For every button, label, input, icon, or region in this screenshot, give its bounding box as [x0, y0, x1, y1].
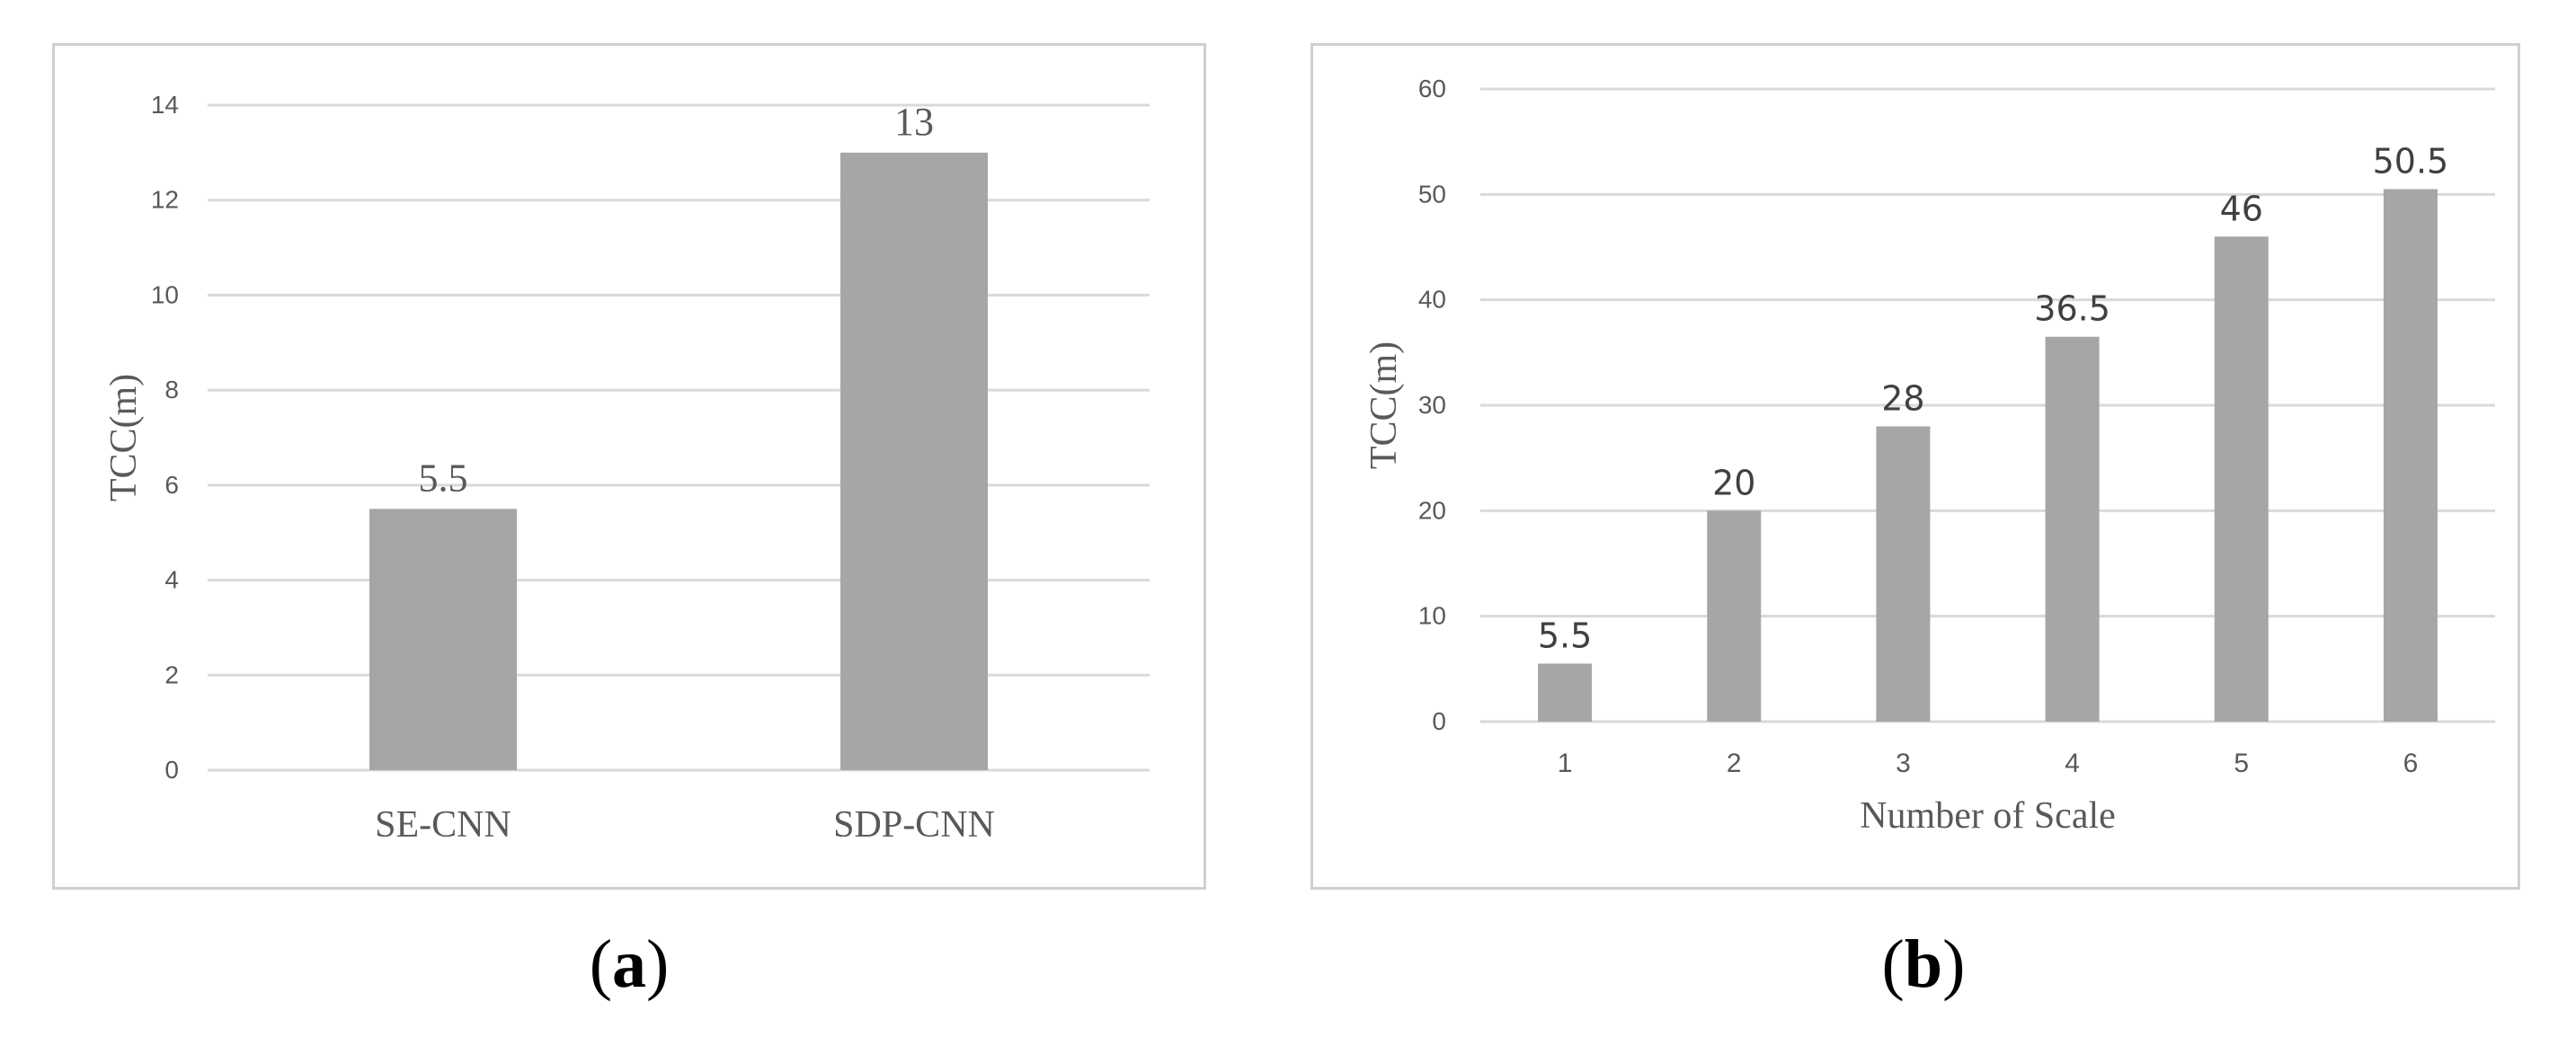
chart-a-ytick-label: 10 — [151, 280, 179, 308]
chart-a: 0 2 4 6 8 10 12 14 5.5 SE-CNN 13 SDP-CNN TCC(m) — [103, 91, 1150, 846]
chart-b-data-label: 50.5 — [2373, 141, 2449, 181]
chart-b-category-label: 4 — [2065, 749, 2080, 778]
chart-a-y-axis-title: TCC(m) — [103, 374, 145, 501]
chart-b-data-label: 36.5 — [2034, 289, 2110, 329]
chart-a-data-label: 5.5 — [419, 456, 468, 500]
chart-b-bar — [2383, 189, 2438, 722]
chart-a-ytick-label: 8 — [164, 376, 179, 403]
chart-b-data-label: 46 — [2220, 189, 2263, 228]
chart-b-ytick-label: 40 — [1418, 286, 1446, 314]
chart-b-bar — [1538, 663, 1593, 722]
chart-b-panel: 0 10 20 30 40 50 60 5.5 1 20 2 28 3 36.5 4 46 5 50.5 6 TCC(… — [1310, 43, 2520, 890]
chart-a-ytick-label: 14 — [151, 91, 179, 119]
chart-a-ytick-label: 2 — [164, 660, 179, 688]
chart-b-data-label: 20 — [1712, 463, 1755, 502]
caption-a: (a) — [589, 926, 670, 1002]
chart-a-data-label: 13 — [894, 100, 934, 144]
chart-b-ytick-label: 20 — [1418, 496, 1446, 524]
chart-b-category-label: 3 — [1896, 749, 1911, 778]
chart-a-category-label: SE-CNN — [375, 804, 511, 846]
chart-b-data-label: 5.5 — [1538, 616, 1592, 655]
chart-b-bar — [1707, 510, 1762, 722]
chart-b-category-label: 5 — [2234, 749, 2249, 778]
chart-a-panel: 0 2 4 6 8 10 12 14 5.5 SE-CNN 13 SDP-CNN TCC(m) — [52, 43, 1206, 890]
chart-a-ytick-label: 0 — [164, 756, 179, 784]
chart-b-category-label: 1 — [1558, 749, 1573, 778]
caption-a-letter: a — [612, 926, 646, 1002]
chart-b-category-label: 6 — [2403, 749, 2419, 778]
chart-a-bar — [369, 509, 517, 770]
chart-b-ytick-label: 50 — [1418, 180, 1446, 208]
chart-b-data-label: 28 — [1881, 378, 1924, 418]
chart-a-ytick-label: 4 — [164, 566, 179, 594]
chart-a-bar — [840, 152, 988, 770]
chart-b-y-axis-title: TCC(m) — [1364, 341, 1405, 469]
chart-b-category-label: 2 — [1727, 749, 1742, 778]
chart-a-ytick-label: 6 — [164, 471, 179, 499]
chart-b-x-axis-title: Number of Scale — [1860, 795, 2116, 837]
chart-a-ytick-label: 12 — [151, 186, 179, 214]
chart-b-ytick-label: 60 — [1418, 75, 1446, 102]
chart-b-ytick-label: 10 — [1418, 602, 1446, 630]
chart-a-category-label: SDP-CNN — [833, 804, 995, 846]
chart-b-bar — [1876, 426, 1931, 722]
chart-b-ytick-label: 30 — [1418, 391, 1446, 419]
caption-b: (b) — [1881, 926, 1966, 1002]
caption-b-letter: b — [1904, 926, 1943, 1002]
chart-b-ytick-label: 0 — [1432, 707, 1446, 735]
chart-b: 0 10 20 30 40 50 60 5.5 1 20 2 28 3 36.5 4 46 5 50.5 6 TCC(… — [1364, 75, 2495, 837]
chart-b-bar — [2214, 236, 2269, 722]
chart-b-bar — [2045, 336, 2100, 722]
